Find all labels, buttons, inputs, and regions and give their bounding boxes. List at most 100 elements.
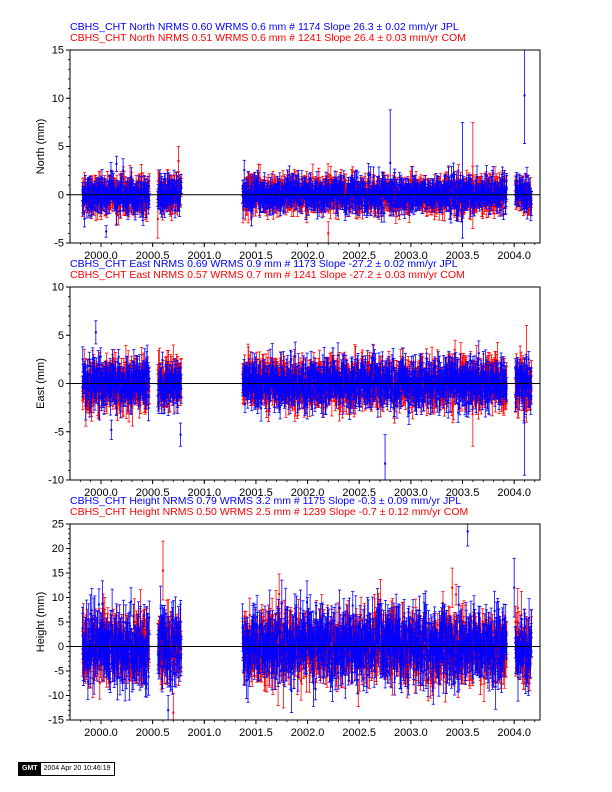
data-point: [121, 184, 124, 187]
data-point: [134, 188, 137, 191]
data-point: [136, 203, 139, 206]
data-point: [144, 204, 147, 207]
panel-1: CBHS_CHT North NRMS 0.60 WRMS 0.6 mm # 1…: [35, 21, 541, 262]
data-point: [85, 207, 88, 210]
data-point: [125, 201, 128, 204]
data-point: [130, 190, 133, 193]
data-point: [267, 181, 270, 184]
data-point: [102, 191, 105, 194]
data-point: [337, 205, 340, 208]
data-point: [135, 203, 138, 206]
data-point: [87, 198, 90, 201]
data-point: [119, 210, 122, 213]
data-point: [105, 205, 108, 208]
data-point: [249, 179, 252, 182]
data-point: [394, 212, 397, 215]
data-point: [119, 191, 122, 194]
data-point: [107, 183, 110, 186]
data-point: [177, 159, 180, 162]
data-point: [105, 192, 108, 195]
data-point: [305, 208, 308, 211]
data-point: [145, 207, 148, 210]
data-point: [114, 198, 117, 201]
data-point: [121, 202, 124, 205]
data-point: [265, 206, 268, 209]
data-point: [438, 210, 441, 213]
data-point: [493, 205, 496, 208]
data-point: [83, 217, 86, 220]
data-point: [468, 207, 471, 210]
panel-title-line: CBHS_CHT North NRMS 0.60 WRMS 0.6 mm # 1…: [70, 21, 459, 33]
data-point: [124, 182, 127, 185]
data-point: [87, 185, 90, 188]
data-point: [130, 175, 133, 178]
data-point: [104, 187, 107, 190]
data-point: [85, 192, 88, 195]
data-point: [487, 209, 490, 212]
data-point: [108, 201, 111, 204]
data-point: [137, 189, 140, 192]
data-point: [134, 207, 137, 210]
data-point: [100, 203, 103, 206]
data-point: [273, 182, 276, 185]
data-point: [132, 188, 135, 191]
data-point: [118, 194, 121, 197]
data-point: [95, 183, 98, 186]
data-layer: [80, 50, 534, 243]
data-point: [129, 191, 132, 194]
data-point: [148, 179, 151, 182]
data-point: [469, 210, 472, 213]
data-point: [133, 192, 136, 195]
data-point: [81, 200, 84, 203]
data-point: [393, 197, 396, 200]
data-point: [93, 187, 96, 190]
data-point: [88, 185, 91, 188]
data-point: [423, 202, 426, 205]
data-point: [108, 180, 111, 183]
data-point: [248, 185, 251, 188]
data-point: [123, 177, 126, 180]
data-point: [327, 175, 330, 178]
data-point: [101, 186, 104, 189]
data-point: [89, 200, 92, 203]
data-point: [343, 197, 346, 200]
data-point: [367, 203, 370, 206]
data-point: [327, 232, 330, 235]
data-point: [259, 177, 262, 180]
data-point: [369, 198, 372, 201]
data-point: [93, 196, 96, 199]
data-point: [90, 206, 93, 209]
data-point: [94, 202, 97, 205]
data-point: [86, 203, 89, 206]
data-point: [132, 207, 135, 210]
data-point: [92, 202, 95, 205]
data-point: [105, 187, 108, 190]
data-point: [97, 185, 100, 188]
data-point: [110, 188, 113, 191]
data-point: [90, 188, 93, 191]
data-point: [136, 200, 139, 203]
data-point: [126, 187, 129, 190]
data-point: [86, 192, 89, 195]
data-point: [244, 206, 247, 209]
series-JPL: [80, 50, 534, 239]
data-point: [410, 179, 413, 182]
data-point: [124, 197, 127, 200]
data-point: [95, 192, 98, 195]
data-point: [133, 206, 136, 209]
data-point: [125, 204, 128, 207]
data-point: [101, 176, 104, 179]
data-point: [156, 217, 159, 220]
data-point: [317, 182, 320, 185]
data-point: [488, 180, 491, 183]
data-point: [122, 203, 125, 206]
data-point: [96, 198, 99, 201]
data-point: [115, 212, 118, 215]
data-point: [519, 197, 522, 200]
data-point: [107, 195, 110, 198]
data-point: [92, 190, 95, 193]
data-point: [344, 186, 347, 189]
data-point: [134, 196, 137, 199]
panel-title-line: CBHS_CHT North NRMS 0.51 WRMS 0.6 mm # 1…: [70, 32, 466, 44]
